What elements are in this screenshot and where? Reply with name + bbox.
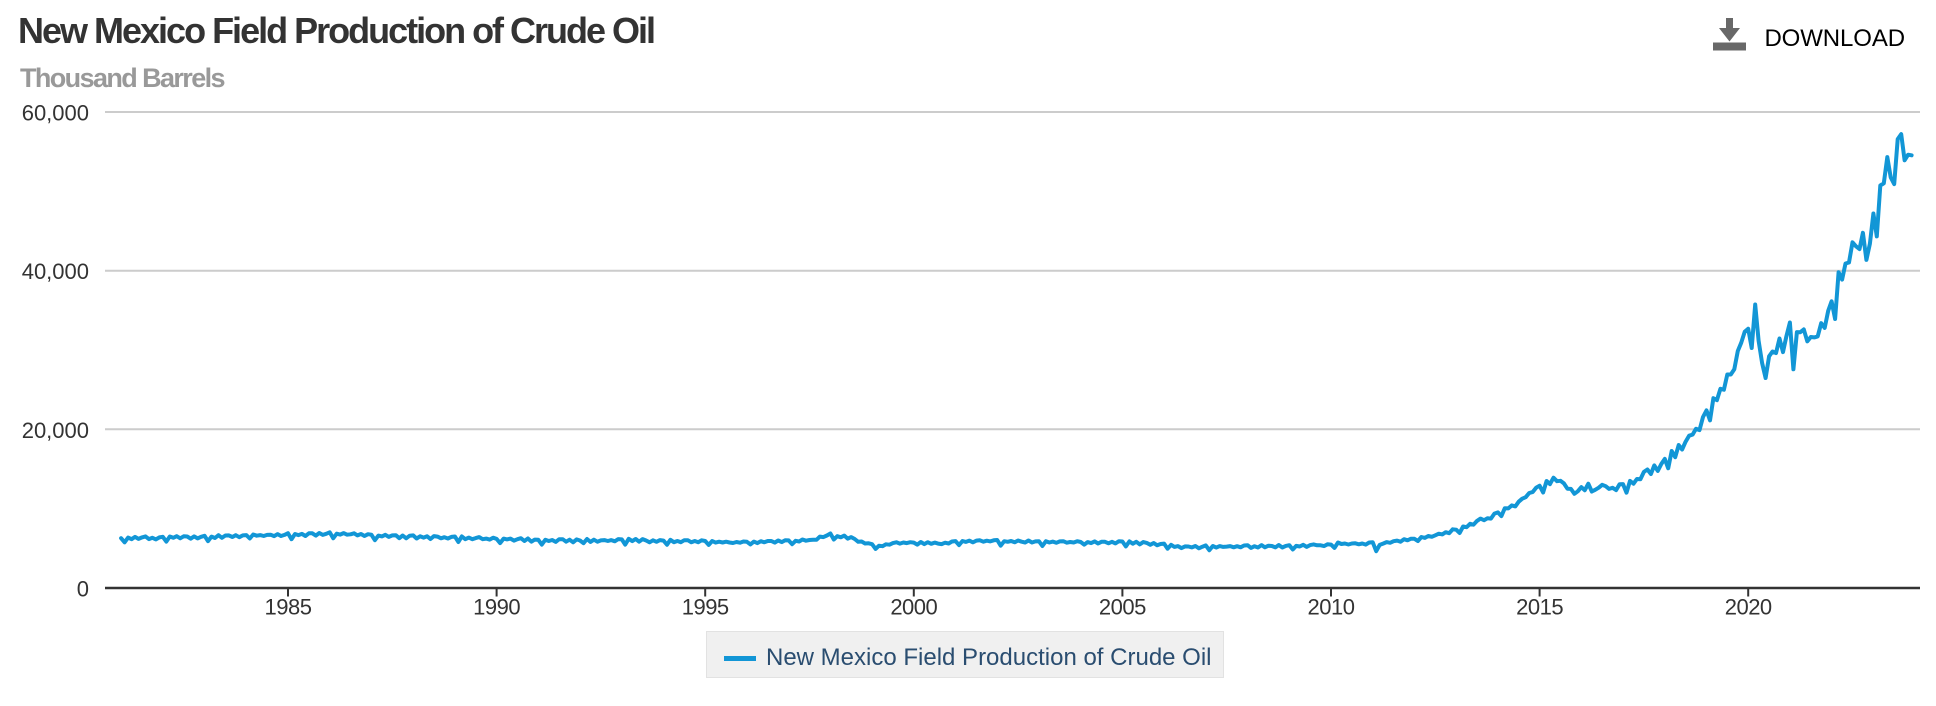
svg-text:2010: 2010 — [1308, 595, 1355, 620]
svg-text:2015: 2015 — [1516, 595, 1563, 620]
svg-text:1985: 1985 — [265, 595, 312, 620]
svg-text:2020: 2020 — [1725, 595, 1772, 620]
svg-text:0: 0 — [77, 577, 89, 602]
svg-text:1990: 1990 — [473, 595, 520, 620]
svg-text:2005: 2005 — [1099, 595, 1146, 620]
svg-text:20,000: 20,000 — [22, 418, 89, 443]
svg-text:40,000: 40,000 — [22, 259, 89, 284]
svg-text:60,000: 60,000 — [22, 101, 89, 126]
svg-text:1995: 1995 — [682, 595, 729, 620]
svg-text:2000: 2000 — [890, 595, 937, 620]
